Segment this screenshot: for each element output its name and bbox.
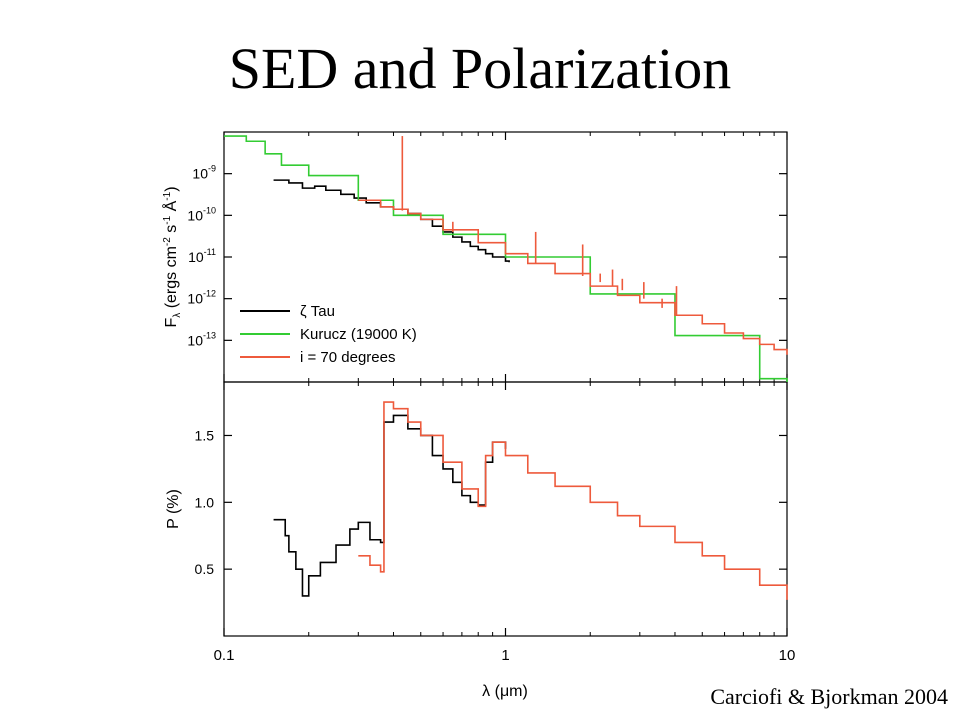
top-series-group [224,135,788,382]
ylabel-exp-1: -2 [162,237,173,246]
x-tick-label: 10 [779,647,796,664]
top-series-tau [273,179,510,263]
top-y-tick-label: 10-10 [187,205,216,223]
legend-label-kurucz: Kurucz (19000 K) [300,326,417,343]
top-axis-ticks: 10-9 10-10 10-11 10-12 10-13 [187,132,788,382]
x-tick-label: 1 [501,647,509,664]
ylabel-exp-2: -1 [162,215,173,224]
ylabel-exp-3: -1 [162,191,173,200]
bottom-series-group [273,401,788,600]
top-y-tick-label: 10-13 [187,330,216,348]
legend-label-zeta-tau: ζ Tau [300,303,335,320]
bottom-series-tau [273,414,507,597]
legend-label-model: i = 70 degrees [300,349,396,366]
credit-citation: Carciofi & Bjorkman 2004 [710,684,948,709]
bottom-axis-ticks: 0.1 1 10 0.5 1.0 1.5 [195,382,796,664]
ylabel-close: ) [163,186,180,191]
bottom-panel-frame [223,381,788,637]
top-series-kurucz-19000-k [224,135,788,382]
ylabel-open: (ergs cm [163,246,180,313]
top-y-tick-label: 10-11 [188,247,216,265]
ylabel-mid-2: Å [161,200,180,215]
bottom-y-tick-label: 1.0 [195,494,215,510]
bottom-y-axis-label: P (%) [165,489,182,529]
top-y-axis-label: Fλ (ergs cm-2 s-1 Å-1) [161,186,183,327]
x-tick-label: 0.1 [214,647,235,664]
slide-title: SED and Polarization [228,36,732,101]
ylabel-mid-1: s [163,225,180,237]
ylabel-main: F [163,318,180,328]
top-series-i-70-degrees [358,199,788,355]
top-y-tick-label: 10-12 [187,289,216,307]
legend: ζ Tau Kurucz (19000 K) i = 70 degrees [240,303,417,366]
bottom-y-tick-label: 1.5 [195,427,215,443]
top-y-tick-label: 10-9 [192,164,216,182]
bottom-y-tick-label: 0.5 [195,561,215,577]
ylabel-sub: λ [172,313,183,318]
x-axis-label: λ (μm) [482,683,528,700]
bottom-series-i-70-degrees [358,401,788,600]
